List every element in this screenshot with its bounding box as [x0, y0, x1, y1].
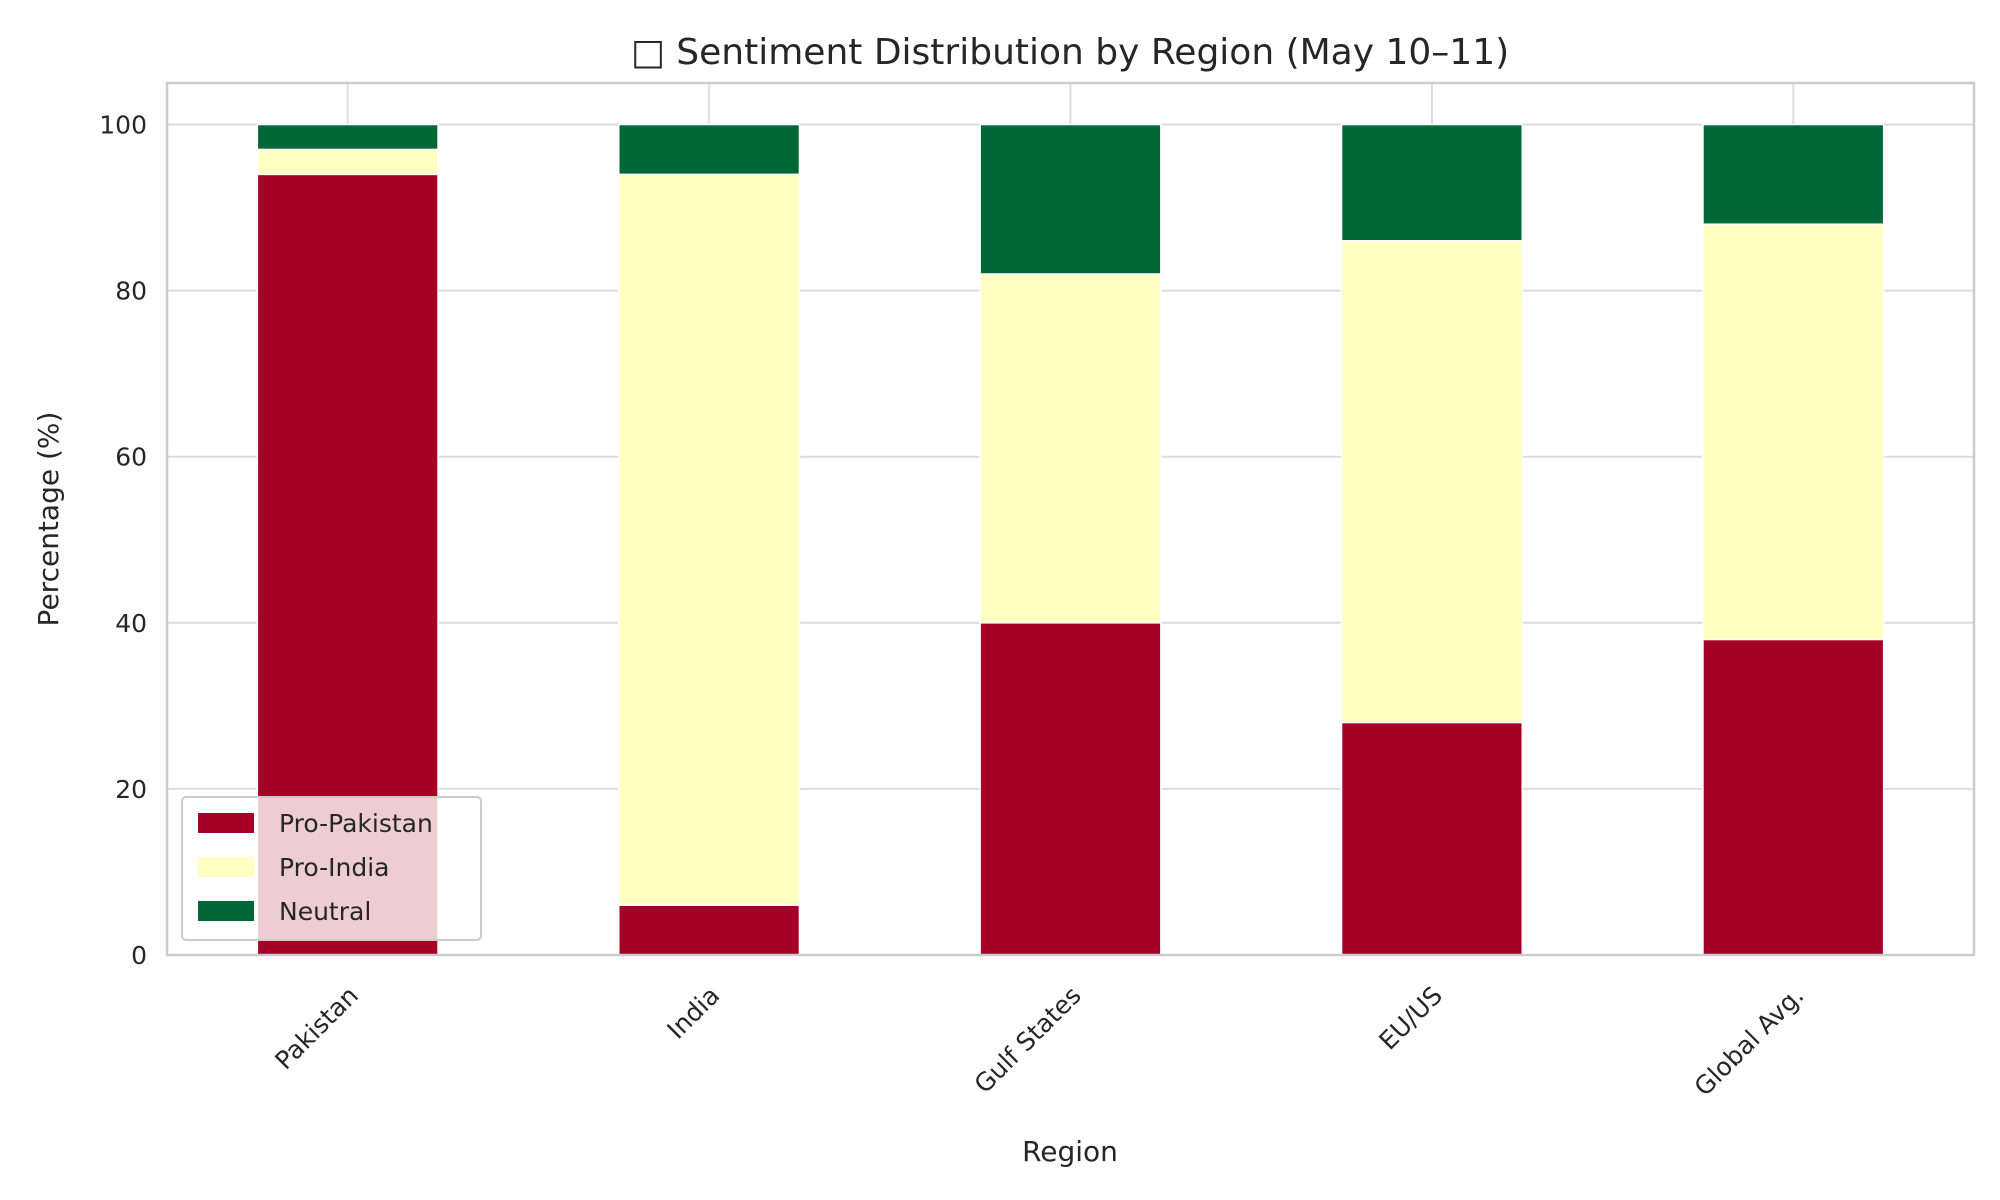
- bar-pro-india: [618, 173, 801, 906]
- y-tick-label: 60: [115, 443, 147, 472]
- legend-swatch: [198, 901, 254, 921]
- bar-pro-pakistan: [1340, 721, 1524, 956]
- y-axis-label: Percentage (%): [32, 412, 65, 627]
- bar-pro-pakistan: [618, 904, 801, 956]
- x-tick-label: India: [661, 981, 725, 1045]
- legend: Pro-Pakistan Pro-India Neutral: [181, 796, 482, 941]
- x-tick-label: EU/US: [1373, 981, 1448, 1056]
- bar-pro-india: [256, 148, 439, 176]
- y-tick-labels: 0 20 40 60 80 100: [99, 111, 147, 970]
- x-tick-labels: Pakistan India Gulf States EU/US Global Avg.: [269, 981, 1809, 1102]
- y-tick-label: 40: [115, 609, 147, 638]
- bar-neutral: [618, 123, 801, 176]
- legend-box: [181, 796, 482, 941]
- chart-title: □ Sentiment Distribution by Region (May …: [631, 32, 1509, 73]
- bar-pro-pakistan: [979, 622, 1162, 956]
- legend-swatch: [198, 813, 254, 833]
- y-tick-label: 0: [131, 941, 147, 970]
- bar-pro-pakistan: [1702, 638, 1885, 956]
- bar-neutral: [979, 123, 1162, 275]
- y-tick-label: 80: [115, 277, 147, 306]
- plot-frame: [165, 81, 1976, 957]
- bars: [256, 123, 1885, 956]
- bar-neutral: [1340, 123, 1524, 242]
- y-tick-label: 20: [115, 775, 147, 804]
- x-tick-label: Gulf States: [969, 981, 1087, 1099]
- bar-neutral: [1702, 123, 1885, 225]
- legend-label: Pro-India: [279, 853, 390, 882]
- x-tick-label: Pakistan: [269, 981, 364, 1076]
- bar-pro-india: [1702, 223, 1885, 641]
- x-axis-label: Region: [1022, 1135, 1118, 1168]
- legend-label: Neutral: [279, 897, 371, 926]
- y-tick-label: 100: [99, 111, 147, 140]
- legend-label: Pro-Pakistan: [279, 809, 433, 838]
- bar-pro-india: [979, 273, 1162, 624]
- legend-swatch: [198, 857, 254, 877]
- x-tick-label: Global Avg.: [1689, 981, 1810, 1102]
- bar-neutral: [256, 123, 439, 151]
- bar-pro-india: [1340, 240, 1524, 724]
